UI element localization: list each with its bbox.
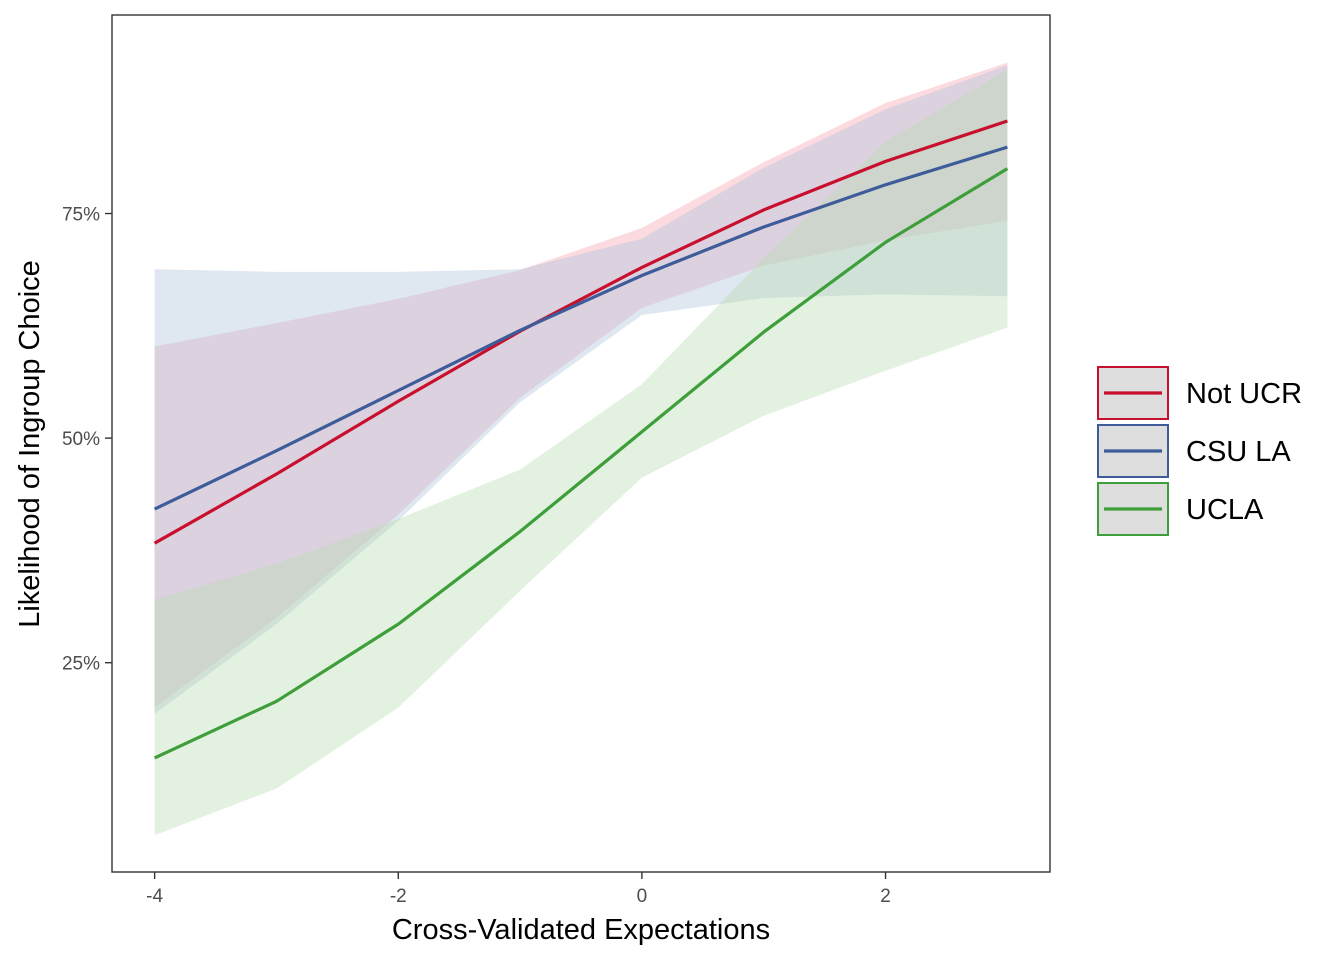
legend-item-csu-la: CSU LA [1097,424,1291,478]
y-axis: 25% 50% 75% [62,205,112,675]
band-csu-la [154,65,1008,714]
y-tick-label: 50% [62,429,100,450]
line-ucla [153,167,1009,760]
legend-item-not-ucr: Not UCR [1097,366,1302,420]
x-axis: -4 -2 0 2 [146,872,891,907]
x-tick-label: 0 [637,886,648,907]
x-tick-label: 2 [880,886,891,907]
legend-label-csu-la: CSU LA [1186,436,1291,468]
y-axis-title: Likelihood of Ingroup Choice [14,260,46,628]
line-csu-la [153,145,1008,511]
legend-label-not-ucr: Not UCR [1186,378,1302,410]
series-lines [153,119,1009,760]
x-tick-label: -2 [390,886,407,907]
legend-label-ucla: UCLA [1186,494,1264,526]
line-not-ucr [153,119,1008,545]
legend-item-ucla: UCLA [1097,482,1264,536]
plot-panel-border [111,14,1051,873]
x-axis-title: Cross-Validated Expectations [392,914,770,946]
x-tick-label: -4 [146,886,163,907]
band-not-ucr [154,62,1008,708]
legend: Not UCR CSU LA UCLA [1097,366,1302,536]
y-tick-label: 75% [62,205,100,226]
y-tick-label: 25% [62,654,100,675]
